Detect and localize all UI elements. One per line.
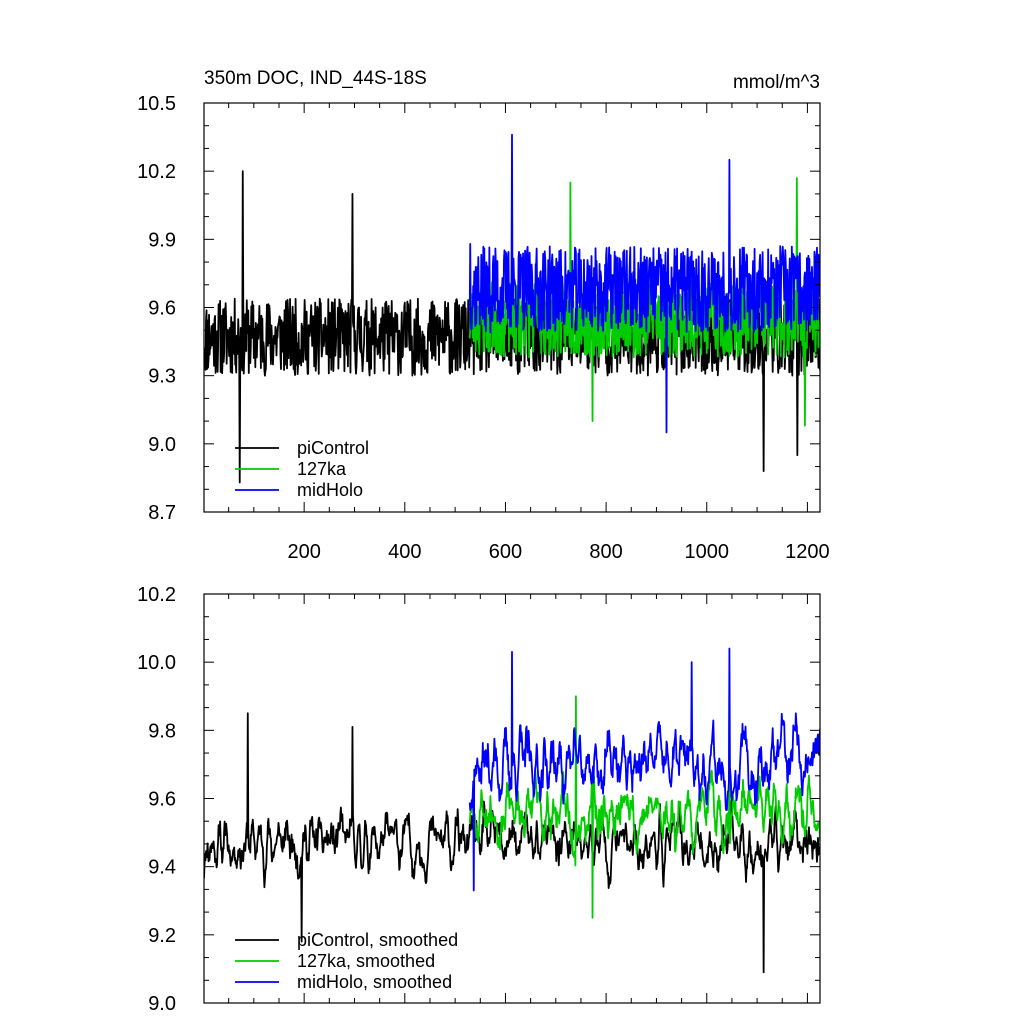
units-label: mmol/m^3 xyxy=(733,72,820,93)
legend-label: piControl xyxy=(297,438,369,458)
legend-label: 127ka, smoothed xyxy=(297,951,435,971)
y-tick-label: 9.0 xyxy=(148,993,176,1015)
top-y-ticks: 8.7 9.0 9.3 9.6 9.9 10.2 10.5 xyxy=(137,93,820,524)
bottom-y-ticks: 9.0 9.2 9.4 9.6 9.8 10.0 10.2 xyxy=(137,584,820,1015)
y-tick-label: 9.2 xyxy=(148,925,176,947)
y-tick-label: 9.6 xyxy=(148,789,176,811)
legend-label: midHolo xyxy=(297,480,363,500)
y-tick-label: 9.0 xyxy=(148,434,176,456)
x-tick-label: 200 xyxy=(287,541,320,563)
x-tick-label: 800 xyxy=(589,541,622,563)
legend-label: midHolo, smoothed xyxy=(297,972,452,992)
top-panel: 350m DOC, IND_44S-18S mmol/m^3 200 400 600… xyxy=(137,68,830,563)
series-line-midholo xyxy=(468,133,820,434)
y-tick-label: 9.3 xyxy=(148,366,176,388)
series-line-midholo-smoothed xyxy=(468,647,820,892)
y-tick-label: 10.0 xyxy=(137,652,176,674)
legend-label: piControl, smoothed xyxy=(297,930,458,950)
y-tick-label: 9.4 xyxy=(148,857,176,879)
chart-title: 350m DOC, IND_44S-18S xyxy=(204,68,427,89)
y-tick-label: 10.2 xyxy=(137,161,176,183)
series-line-127ka-smoothed xyxy=(468,671,820,919)
x-tick-label: 1200 xyxy=(785,541,830,563)
bottom-series-group xyxy=(204,647,820,974)
x-tick-label: 600 xyxy=(489,541,522,563)
bottom-panel: 9.0 9.2 9.4 9.6 9.8 10.0 10.2 piControl, smooth… xyxy=(137,584,821,1015)
y-tick-label: 10.2 xyxy=(137,584,176,606)
x-tick-label: 400 xyxy=(388,541,421,563)
x-tick-label: 1000 xyxy=(685,541,730,563)
top-x-ticks: 200 400 600 800 1000 1200 xyxy=(228,103,830,563)
y-tick-label: 9.9 xyxy=(148,229,176,251)
y-tick-label: 9.8 xyxy=(148,720,176,742)
y-tick-label: 9.6 xyxy=(148,298,176,320)
top-series-group xyxy=(204,133,820,484)
series-line-picontrol-smoothed xyxy=(204,712,820,974)
y-tick-label: 8.7 xyxy=(148,502,176,524)
y-tick-label: 10.5 xyxy=(137,93,176,115)
legend-label: 127ka xyxy=(297,459,347,479)
bottom-x-ticks xyxy=(228,594,808,1003)
